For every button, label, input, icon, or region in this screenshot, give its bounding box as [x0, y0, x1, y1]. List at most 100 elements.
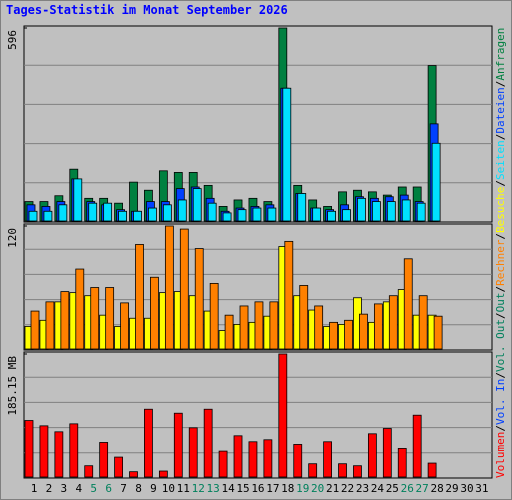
bar: [58, 204, 68, 222]
bar: [418, 295, 428, 350]
x-tick-label: 19: [296, 482, 309, 495]
bar: [90, 287, 100, 350]
x-tick-label: 5: [90, 482, 97, 495]
bar: [75, 268, 85, 350]
legend-separator: /: [494, 312, 507, 319]
x-tick-label: 30: [460, 482, 473, 495]
bar: [386, 201, 396, 222]
bar: [28, 210, 38, 222]
bar: [293, 444, 303, 478]
chart-title: Tages-Statistik im Monat September 2026: [6, 3, 288, 17]
legend-separator: /: [494, 233, 507, 240]
bar: [179, 228, 189, 350]
legend-separator: /: [494, 81, 507, 88]
bar: [54, 431, 64, 478]
bar: [254, 301, 264, 350]
bar: [284, 240, 294, 350]
x-tick-label: 22: [341, 482, 354, 495]
bar: [177, 199, 187, 222]
bar: [103, 202, 113, 222]
bar: [327, 210, 337, 222]
x-tick-label: 15: [236, 482, 249, 495]
panel: [23, 351, 493, 479]
bar: [431, 142, 441, 222]
bar: [164, 225, 174, 350]
x-tick-label: 9: [150, 482, 157, 495]
bar: [209, 282, 219, 350]
bar: [329, 321, 339, 350]
bar: [397, 448, 407, 478]
bar: [359, 313, 368, 350]
x-tick-label: 11: [177, 482, 190, 495]
legend-entry: Seiten: [494, 140, 507, 180]
x-tick-label: 4: [75, 482, 82, 495]
bar: [73, 178, 83, 222]
x-tick-label: 6: [105, 482, 112, 495]
bar: [357, 197, 366, 222]
legend-separator: /: [494, 286, 507, 293]
legend-entry: Vol. In: [494, 379, 507, 425]
legend-entry: Out: [494, 293, 507, 313]
x-tick-label: 16: [251, 482, 264, 495]
x-tick-label: 25: [386, 482, 399, 495]
bar: [308, 463, 318, 478]
bar: [105, 287, 115, 350]
bar: [60, 291, 70, 350]
x-tick-label: 1: [31, 482, 38, 495]
x-tick-label: 20: [311, 482, 324, 495]
bar: [323, 441, 333, 478]
bar: [39, 425, 49, 478]
bar: [222, 212, 232, 222]
legend-entry: Vol. Out: [494, 319, 507, 372]
bar: [412, 414, 422, 478]
bar: [353, 465, 362, 478]
bar: [278, 353, 288, 478]
legend-entry: Anfragen: [494, 28, 507, 81]
panel: [23, 25, 493, 223]
legend-separator: /: [494, 372, 507, 379]
bar: [371, 201, 381, 222]
x-tick-label: 21: [326, 482, 339, 495]
bar: [135, 244, 144, 350]
bar: [144, 408, 153, 478]
x-tick-label: 10: [162, 482, 175, 495]
bar: [133, 210, 142, 222]
legend-entry: Rechner: [494, 239, 507, 286]
bar: [252, 207, 262, 222]
bar: [401, 199, 411, 222]
bar: [150, 276, 159, 350]
bar: [297, 193, 307, 222]
x-tick-label: 2: [46, 482, 53, 495]
bar: [69, 423, 79, 478]
legend-entry: Besuche: [494, 187, 507, 233]
bar: [314, 305, 324, 350]
bar: [43, 210, 53, 222]
bar: [388, 295, 398, 350]
x-tick-label: 29: [445, 482, 458, 495]
legend: Volumen/Vol. In/Vol. Out/Out/Rechner/Bes…: [494, 28, 507, 478]
x-tick-label: 24: [371, 482, 385, 495]
bar: [433, 315, 443, 350]
bar: [99, 442, 109, 478]
bar: [129, 471, 138, 478]
bar: [162, 204, 172, 222]
bar: [427, 462, 437, 478]
x-tick-label: 7: [120, 482, 127, 495]
y-tick-label: 185.15 MB: [6, 356, 19, 416]
y-tick-label: 120: [6, 228, 19, 248]
bar: [88, 202, 98, 222]
bar: [192, 188, 202, 222]
bar: [120, 302, 129, 350]
x-tick-label: 23: [356, 482, 369, 495]
bar: [267, 207, 277, 222]
x-tick-label: 13: [207, 482, 220, 495]
bar: [239, 305, 249, 350]
bar: [203, 408, 213, 478]
bar: [312, 207, 322, 222]
bar: [403, 258, 413, 350]
x-tick-label: 26: [401, 482, 414, 495]
bar: [338, 463, 347, 478]
bar: [30, 310, 40, 350]
x-tick-label: 17: [266, 482, 279, 495]
legend-entry: Volumen: [494, 432, 507, 478]
